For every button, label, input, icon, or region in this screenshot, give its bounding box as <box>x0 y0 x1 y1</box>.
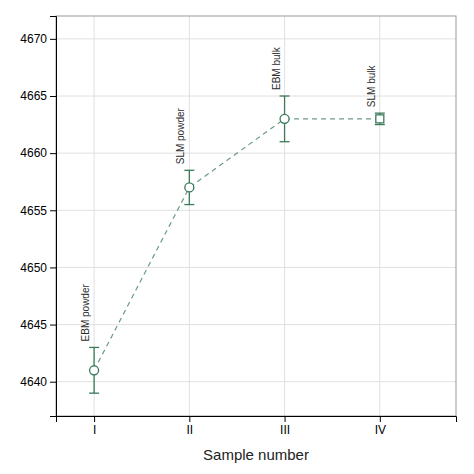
x-tick: I <box>93 416 96 437</box>
x-tick-mark <box>94 416 95 422</box>
error-bar-cap <box>184 204 194 205</box>
y-tick-label: 4645 <box>20 318 47 332</box>
error-bar <box>280 96 290 142</box>
x-tick: III <box>280 416 290 437</box>
error-bar <box>184 170 194 204</box>
annotation: SLM powder <box>175 107 186 164</box>
x-tick-label: IV <box>375 423 386 437</box>
error-bar <box>89 347 99 393</box>
grid <box>56 16 456 416</box>
data-point <box>376 115 384 123</box>
chart-svg: IIIIIIIV4640464546504655466046654670EBM … <box>0 0 474 474</box>
y-tick: 4650 <box>20 261 56 275</box>
error-bar-cap <box>89 392 99 393</box>
y-tick-label: 4670 <box>20 32 47 46</box>
chart-container: IIIIIIIV4640464546504655466046654670EBM … <box>0 0 474 474</box>
x-axis-title: Sample number <box>203 446 309 463</box>
data-point <box>90 366 99 375</box>
grid-line-x <box>189 16 190 416</box>
grid-line-y <box>56 210 456 211</box>
x-tick-label: II <box>186 423 193 437</box>
error-bar <box>375 113 385 124</box>
grid-line-y <box>56 38 456 39</box>
grid-line-y <box>56 96 456 97</box>
y-tick-label: 4665 <box>20 89 47 103</box>
grid-line-y <box>56 381 456 382</box>
y-tick-mark <box>50 325 56 326</box>
x-tick: II <box>186 416 193 437</box>
data-line <box>94 119 380 370</box>
y-tick-label: 4650 <box>20 261 47 275</box>
y-tick: 4640 <box>20 375 56 389</box>
x-tick-mark <box>285 416 286 422</box>
error-bar-cap <box>184 170 194 171</box>
x-tick: IV <box>375 416 386 437</box>
y-tick-label: 4655 <box>20 204 47 218</box>
grid-line-x <box>284 16 285 416</box>
y-tick: 4665 <box>20 89 56 103</box>
x-tick-mark <box>380 416 381 422</box>
x-axis: IIIIIIIV <box>57 416 457 437</box>
y-tick-mark <box>50 96 56 97</box>
grid-line-y <box>56 153 456 154</box>
annotations: EBM powder SLM powder EBM bulk SLM bulk <box>80 46 377 341</box>
y-tick-label: 4640 <box>20 375 47 389</box>
y-tick-mark <box>50 267 56 268</box>
grid-line-y <box>56 324 456 325</box>
y-axis-line <box>50 17 57 417</box>
grid-line-x <box>94 16 95 416</box>
x-axis-line <box>57 417 457 423</box>
error-bar-cap <box>375 112 385 113</box>
plot-frame <box>56 16 456 416</box>
error-bar-cap <box>375 124 385 125</box>
y-tick: 4655 <box>20 204 56 218</box>
y-tick: 4645 <box>20 318 56 332</box>
annotation: EBM bulk <box>271 46 282 90</box>
y-tick-label: 4660 <box>20 146 47 160</box>
annotation: SLM bulk <box>366 64 377 107</box>
x-tick-mark <box>189 416 190 422</box>
y-tick-mark <box>50 153 56 154</box>
plot-area: IIIIIIIV4640464546504655466046654670EBM … <box>20 16 456 437</box>
error-bar-cap <box>280 141 290 142</box>
y-tick-mark <box>50 382 56 383</box>
y-tick: 4660 <box>20 146 56 160</box>
grid-line-y <box>56 267 456 268</box>
y-tick: 4670 <box>20 32 56 46</box>
y-tick-mark <box>50 210 56 211</box>
data-point <box>280 114 289 123</box>
data-marks <box>89 96 385 393</box>
annotation: EBM powder <box>80 284 91 342</box>
y-tick-mark <box>50 39 56 40</box>
error-bar-cap <box>89 347 99 348</box>
data-point <box>185 183 194 192</box>
x-tick-label: III <box>280 423 290 437</box>
grid-line-x <box>379 16 380 416</box>
x-tick-label: I <box>93 423 96 437</box>
y-axis: 4640 4645 4650 4655 4660 4665 4670 <box>20 17 56 417</box>
error-bar-cap <box>280 95 290 96</box>
